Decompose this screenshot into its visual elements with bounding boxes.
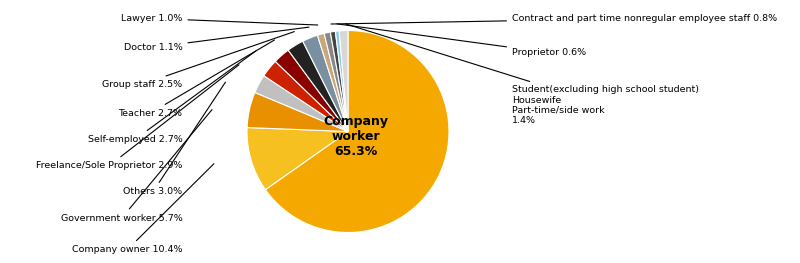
Text: Student(excluding high school student)
Housewife
Part-time/side work
1.4%: Student(excluding high school student) H… bbox=[346, 24, 699, 125]
Text: Proprietor 0.6%: Proprietor 0.6% bbox=[337, 24, 586, 57]
Text: Teacher 2.7%: Teacher 2.7% bbox=[118, 40, 274, 118]
Text: Company
worker
65.3%: Company worker 65.3% bbox=[323, 115, 389, 158]
Text: Self-employed 2.7%: Self-employed 2.7% bbox=[88, 51, 256, 144]
Text: Others 3.0%: Others 3.0% bbox=[123, 82, 226, 196]
Wedge shape bbox=[275, 50, 348, 132]
Wedge shape bbox=[324, 32, 348, 132]
Text: Government worker 5.7%: Government worker 5.7% bbox=[61, 110, 212, 223]
Text: Doctor 1.1%: Doctor 1.1% bbox=[124, 27, 309, 52]
Wedge shape bbox=[288, 41, 348, 132]
Text: Contract and part time nonregular employee staff 0.8%: Contract and part time nonregular employ… bbox=[331, 14, 777, 24]
Wedge shape bbox=[339, 31, 348, 132]
Wedge shape bbox=[264, 61, 348, 132]
Wedge shape bbox=[318, 33, 348, 132]
Text: Lawyer 1.0%: Lawyer 1.0% bbox=[121, 14, 318, 25]
Wedge shape bbox=[302, 35, 348, 132]
Text: Freelance/Sole Proprietor 2.9%: Freelance/Sole Proprietor 2.9% bbox=[36, 65, 239, 170]
Wedge shape bbox=[255, 76, 348, 132]
Wedge shape bbox=[330, 31, 348, 132]
Wedge shape bbox=[335, 31, 348, 132]
Wedge shape bbox=[266, 31, 449, 232]
Wedge shape bbox=[247, 93, 348, 132]
Text: Group staff 2.5%: Group staff 2.5% bbox=[102, 32, 294, 89]
Text: Company owner 10.4%: Company owner 10.4% bbox=[72, 164, 214, 254]
Wedge shape bbox=[247, 128, 348, 190]
